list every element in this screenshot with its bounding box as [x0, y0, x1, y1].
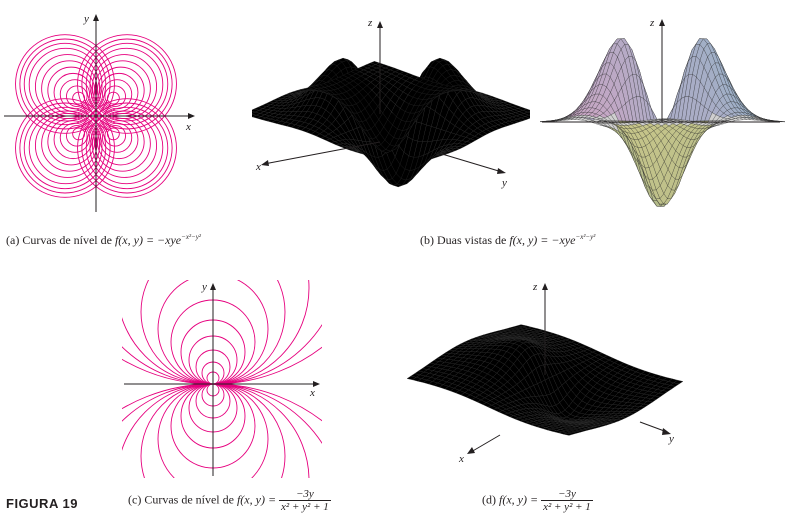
contour-curve: [28, 47, 103, 122]
z-axis-label-d: z: [532, 281, 538, 293]
contour-curve: [122, 280, 310, 385]
contour-plot-c: x y: [122, 280, 322, 478]
x-axis-arrow-a: [188, 113, 195, 119]
caption-c: (c) Curvas de nível de f(x, y) = −3y x² …: [128, 488, 331, 513]
figure-label: FIGURA 19: [6, 496, 78, 511]
y-axis-arrow-a: [93, 14, 99, 21]
y-axis-label-d: y: [668, 433, 674, 445]
contour-curve: [23, 42, 107, 126]
contour-curve: [85, 42, 169, 126]
x-axis-b1: [263, 141, 381, 165]
z-axis-label-b1: z: [367, 17, 373, 29]
surface-mesh-d: [406, 324, 684, 436]
z-axis-arrow-b1: [377, 21, 383, 28]
contour-curve: [66, 125, 88, 147]
contour-curve: [77, 34, 177, 134]
contour-curve: [15, 98, 115, 198]
y-axis-d: [639, 421, 668, 433]
contour-curve: [99, 72, 139, 112]
contour-curve: [81, 102, 173, 194]
contour-curve: [122, 383, 322, 445]
fraction-c: −3y x² + y² + 1: [279, 488, 331, 513]
z-axis-arrow-d: [542, 283, 548, 290]
x-axis-arrow-c: [313, 381, 320, 387]
y-axis-arrow-c: [210, 283, 216, 290]
contour-curve: [85, 106, 169, 190]
x-axis-label-a: x: [185, 121, 191, 133]
contour-curve: [122, 323, 322, 385]
contour-curve: [106, 91, 120, 105]
x-axis-label-b1: x: [255, 161, 261, 173]
contour-curve: [66, 85, 88, 107]
contour-curve: [53, 72, 93, 112]
fraction-d: −3y x² + y² + 1: [541, 488, 593, 513]
contour-curve: [92, 113, 158, 178]
y-axis-label-c: y: [201, 281, 207, 293]
mesh-cell: [517, 324, 527, 328]
contour-curve: [15, 34, 115, 134]
contour-curve: [104, 85, 126, 107]
x-axis-arrow-b1: [261, 160, 269, 166]
mesh-cell: [662, 118, 671, 120]
contour-curve: [96, 117, 145, 166]
contour-curve: [72, 127, 86, 141]
surface-mesh-b2: [540, 38, 785, 207]
x-axis-label-c: x: [309, 387, 315, 399]
y-axis-b1: [441, 153, 503, 173]
contour-curve: [19, 102, 111, 194]
contour-curve: [23, 106, 107, 190]
x-axis-label-d: x: [458, 453, 464, 465]
contour-curve: [101, 122, 133, 153]
caption-d: (d) f(x, y) = −3y x² + y² + 1: [482, 488, 593, 513]
contour-curve: [19, 38, 111, 130]
x-axis-arrow-d: [467, 447, 475, 454]
contour-curve: [122, 383, 322, 422]
contour-curve: [81, 38, 173, 130]
contour-curve: [96, 66, 145, 115]
caption-a: (a) Curvas de nível de f(x, y) = −xye−x²…: [6, 233, 201, 247]
surface-plot-b1: z x y: [252, 17, 530, 189]
contour-curve: [106, 127, 120, 141]
contour-curve: [53, 120, 93, 160]
y-axis-label-a: y: [83, 13, 89, 25]
contour-plot-a: x y: [4, 13, 195, 212]
y-axis-arrow-d: [662, 428, 671, 435]
contour-curve: [77, 98, 177, 198]
y-axis-arrow-b1: [497, 168, 506, 174]
contour-curve: [89, 110, 164, 185]
y-axis-label-b1: y: [501, 177, 507, 189]
contour-curve: [59, 122, 91, 153]
contour-curve: [72, 91, 86, 105]
mesh-cell: [369, 61, 380, 65]
surface-plot-d: z y x: [406, 281, 684, 465]
caption-b: (b) Duas vistas de f(x, y) = −xye−x²−y²: [420, 233, 596, 247]
contour-curve: [28, 110, 103, 185]
z-axis-label-b2: z: [649, 17, 655, 29]
surface-plot-b2: z: [540, 17, 785, 207]
contour-curve: [89, 47, 164, 122]
surface-mesh-b1: [252, 58, 530, 187]
contour-curves-a: [15, 34, 177, 198]
contour-curves-c: [122, 280, 322, 478]
contour-curve: [104, 125, 126, 147]
contour-curve: [99, 120, 139, 160]
contour-curve: [34, 113, 100, 178]
z-axis-arrow-b2: [659, 19, 665, 26]
x-axis-d: [470, 434, 501, 453]
